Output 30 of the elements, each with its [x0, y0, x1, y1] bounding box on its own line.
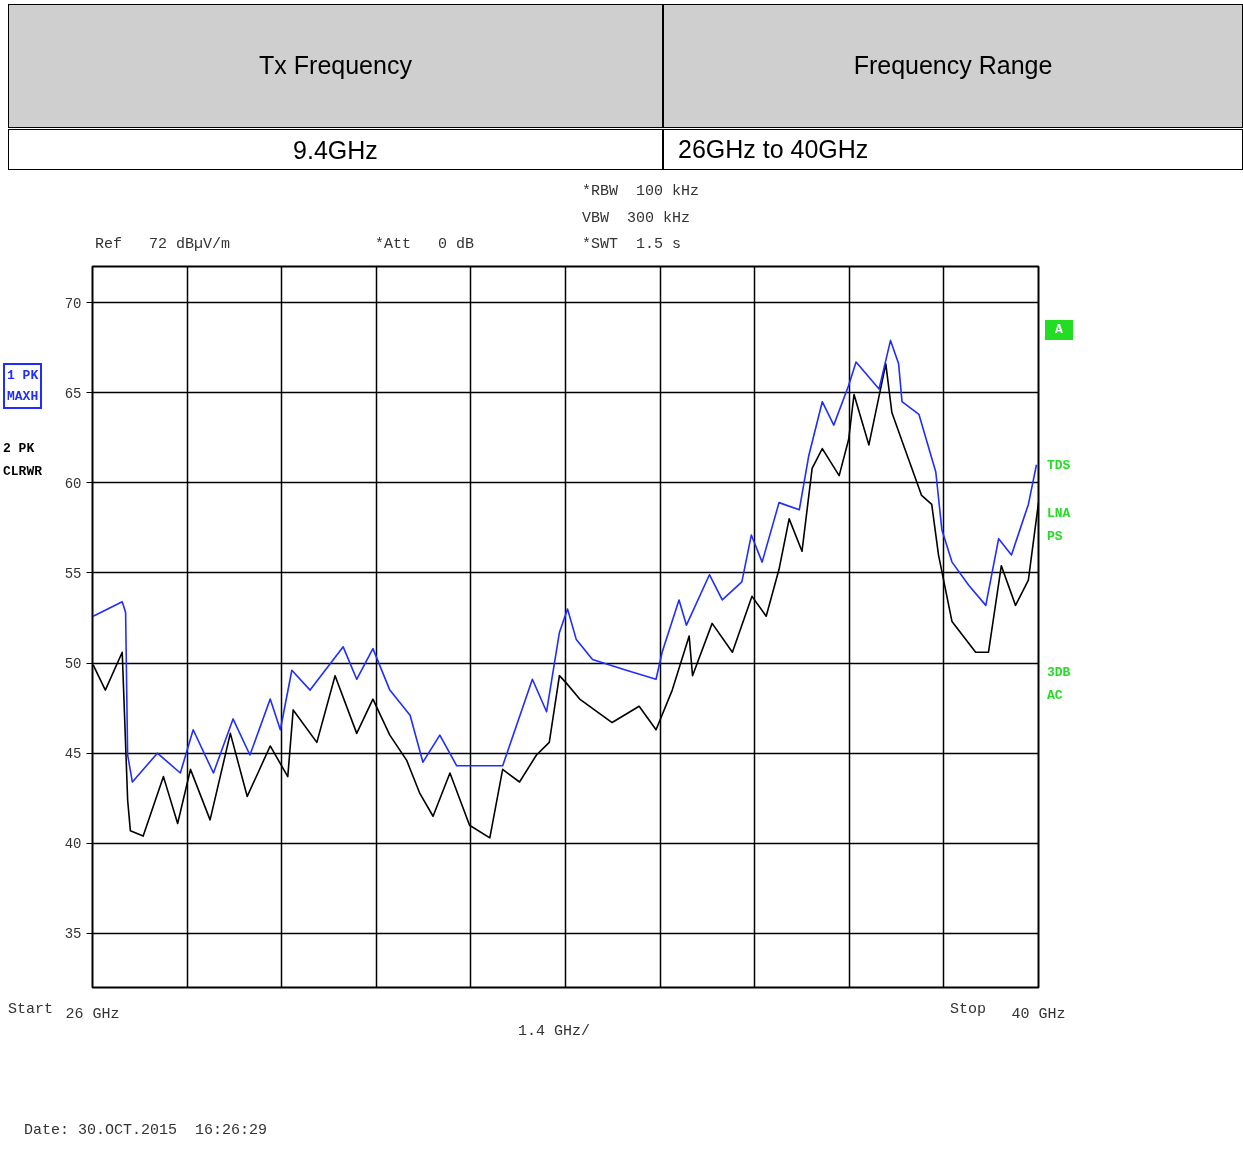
y-tick-label: 55	[64, 565, 82, 582]
text: VBW 300 kHz	[582, 209, 691, 229]
text: *SWT 1.5 s	[582, 235, 682, 255]
y-tick-label: 45	[64, 746, 82, 763]
text: Start	[8, 1000, 54, 1020]
text: 1.4 GHz/	[518, 1022, 591, 1042]
y-tick-label: 60	[64, 475, 82, 492]
text: Tx Frequency	[8, 4, 663, 128]
text: TDS	[1047, 457, 1071, 475]
text: 9.4GHz	[8, 129, 663, 170]
y-tick-label: 70	[64, 295, 82, 312]
text: 26GHz to 40GHz	[663, 129, 1243, 170]
y-tick-label: 65	[64, 385, 82, 402]
text: Ref 72 dBµV/m	[95, 235, 231, 255]
text: A	[1045, 320, 1073, 340]
text: *RBW 100 kHz	[582, 182, 700, 202]
text: LNA PS	[1047, 505, 1071, 546]
y-tick-label: 35	[64, 926, 82, 943]
text: 3DB AC	[1047, 664, 1071, 705]
text: 2 PK CLRWR	[3, 440, 43, 481]
y-tick-label: 40	[64, 836, 82, 853]
text: Stop	[950, 1000, 987, 1020]
line-series	[92, 339, 1038, 783]
text: Frequency Range	[663, 4, 1243, 128]
text: 1 PK MAXH	[3, 363, 43, 409]
x-tick-label: 40 GHz	[1011, 1005, 1066, 1023]
x-tick-label: 26 GHz	[65, 1005, 120, 1023]
y-tick-label: 50	[64, 656, 82, 673]
text: *Att 0 dB	[375, 235, 475, 255]
text: Date: 30.OCT.2015 16:26:29	[24, 1121, 268, 1141]
